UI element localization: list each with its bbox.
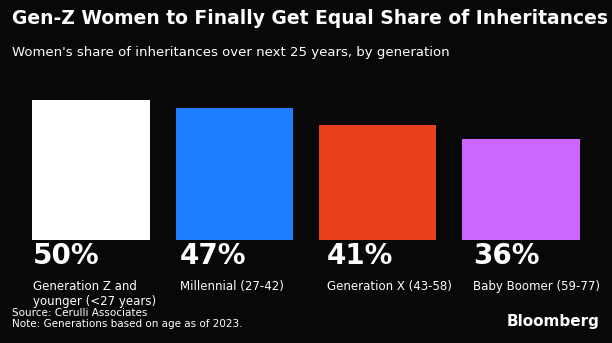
Text: Baby Boomer (59-77): Baby Boomer (59-77) <box>474 280 600 293</box>
Bar <box>176 108 293 240</box>
Text: Generation Z and
younger (<27 years): Generation Z and younger (<27 years) <box>33 280 156 308</box>
Text: Gen-Z Women to Finally Get Equal Share of Inheritances: Gen-Z Women to Finally Get Equal Share o… <box>12 9 608 27</box>
Text: Millennial (27-42): Millennial (27-42) <box>180 280 283 293</box>
Text: Women's share of inheritances over next 25 years, by generation: Women's share of inheritances over next … <box>12 46 450 59</box>
Bar <box>319 125 436 240</box>
Text: Source: Cerulli Associates
Note: Generations based on age as of 2023.: Source: Cerulli Associates Note: Generat… <box>12 308 243 329</box>
Bar <box>462 139 580 240</box>
Text: Bloomberg: Bloomberg <box>507 314 600 329</box>
Text: 36%: 36% <box>474 242 540 270</box>
Text: 47%: 47% <box>180 242 246 270</box>
Text: Generation X (43-58): Generation X (43-58) <box>327 280 452 293</box>
Bar <box>32 100 150 240</box>
Text: 41%: 41% <box>327 242 393 270</box>
Text: 50%: 50% <box>33 242 99 270</box>
